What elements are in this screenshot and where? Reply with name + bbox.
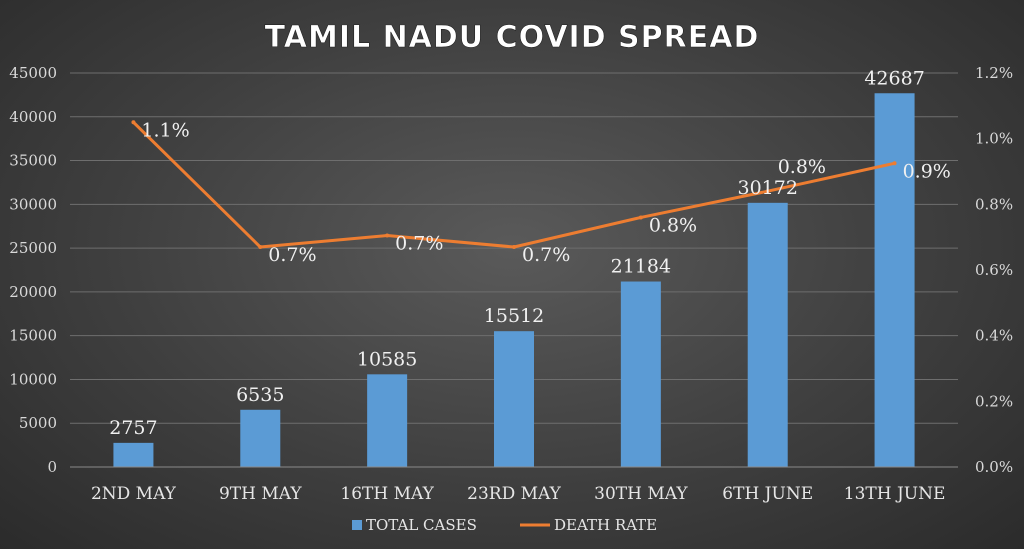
line-point (258, 245, 263, 250)
bar-data-label: 2757 (109, 417, 157, 439)
line-data-label: 0.8% (778, 156, 826, 178)
line-series-death-rate (131, 120, 897, 250)
x-axis: 2ND MAY 9TH MAY 16TH MAY 23RD MAY 30TH MAY 6T… (70, 466, 958, 504)
bar (367, 374, 408, 467)
line-data-labels: 1.1% 0.7% 0.7% 0.7% 0.8% 0.8% 0.9% (141, 119, 950, 266)
y-right-tick-label: 0.8% (975, 195, 1013, 213)
y-right-tick-label: 0.6% (975, 261, 1013, 279)
y-right-tick-label: 0.0% (975, 458, 1013, 476)
y-axis-right: 0.0% 0.2% 0.4% 0.6% 0.8% 1.0% 1.2% (975, 64, 1013, 476)
legend-label-total-cases: TOTAL CASES (366, 516, 477, 534)
bar (113, 442, 154, 467)
bar (240, 409, 281, 467)
y-left-tick-label: 45000 (9, 64, 57, 82)
x-tick-label: 16TH MAY (340, 484, 434, 504)
line-point (131, 120, 136, 125)
y-right-tick-label: 0.4% (975, 327, 1013, 345)
bar-data-label: 30172 (737, 177, 797, 199)
legend-swatch-total-cases (352, 520, 362, 530)
y-left-tick-label: 35000 (9, 152, 57, 170)
x-tick-label: 2ND MAY (91, 484, 177, 504)
line-point (512, 245, 516, 250)
legend: TOTAL CASES DEATH RATE (352, 516, 657, 534)
chart-title: TAMIL NADU COVID SPREAD (265, 20, 760, 55)
x-tick-label: 23RD MAY (467, 484, 561, 504)
bar (874, 93, 915, 468)
y-left-tick-label: 0 (47, 458, 57, 476)
bar-data-label: 21184 (611, 256, 671, 278)
bar (494, 331, 534, 467)
line-data-label: 1.1% (141, 119, 189, 141)
line-data-label: 0.7% (268, 244, 316, 266)
legend-label-death-rate: DEATH RATE (554, 516, 657, 534)
y-left-tick-label: 20000 (9, 283, 57, 301)
bar-data-label: 15512 (484, 305, 544, 327)
y-right-tick-label: 0.2% (975, 392, 1013, 410)
y-right-tick-label: 1.2% (975, 64, 1013, 82)
y-left-tick-label: 30000 (9, 195, 57, 213)
y-left-tick-label: 40000 (9, 108, 57, 126)
y-left-tick-label: 25000 (9, 239, 57, 257)
x-tick-label: 9TH MAY (219, 484, 302, 504)
y-axis-left: 0 5000 10000 15000 20000 25000 30000 35000 40000… (9, 64, 57, 476)
y-left-tick-label: 10000 (9, 370, 57, 388)
line-data-label: 0.7% (395, 233, 443, 255)
y-right-tick-label: 1.0% (975, 130, 1013, 148)
bar-data-label: 10585 (357, 348, 417, 370)
line-data-label: 0.9% (903, 160, 951, 182)
y-left-tick-label: 5000 (19, 414, 57, 432)
bar-data-label: 42687 (864, 67, 924, 89)
line-point (638, 215, 643, 220)
line-data-label: 0.8% (649, 214, 697, 236)
bar-series-total-cases (113, 93, 915, 468)
bar (620, 281, 661, 467)
line-point (385, 233, 390, 238)
x-tick-label: 13TH JUNE (844, 484, 946, 504)
line-point (892, 161, 897, 166)
line-point (765, 189, 770, 194)
y-left-tick-label: 15000 (9, 327, 57, 345)
bar-data-labels: 2757 6535 10585 15512 21184 30172 42687 (109, 67, 925, 439)
bar (747, 202, 788, 467)
x-tick-label: 6TH JUNE (722, 484, 813, 504)
line-data-label: 0.7% (522, 244, 570, 266)
x-tick-label: 30TH MAY (594, 484, 688, 504)
bar-data-label: 6535 (236, 384, 284, 406)
